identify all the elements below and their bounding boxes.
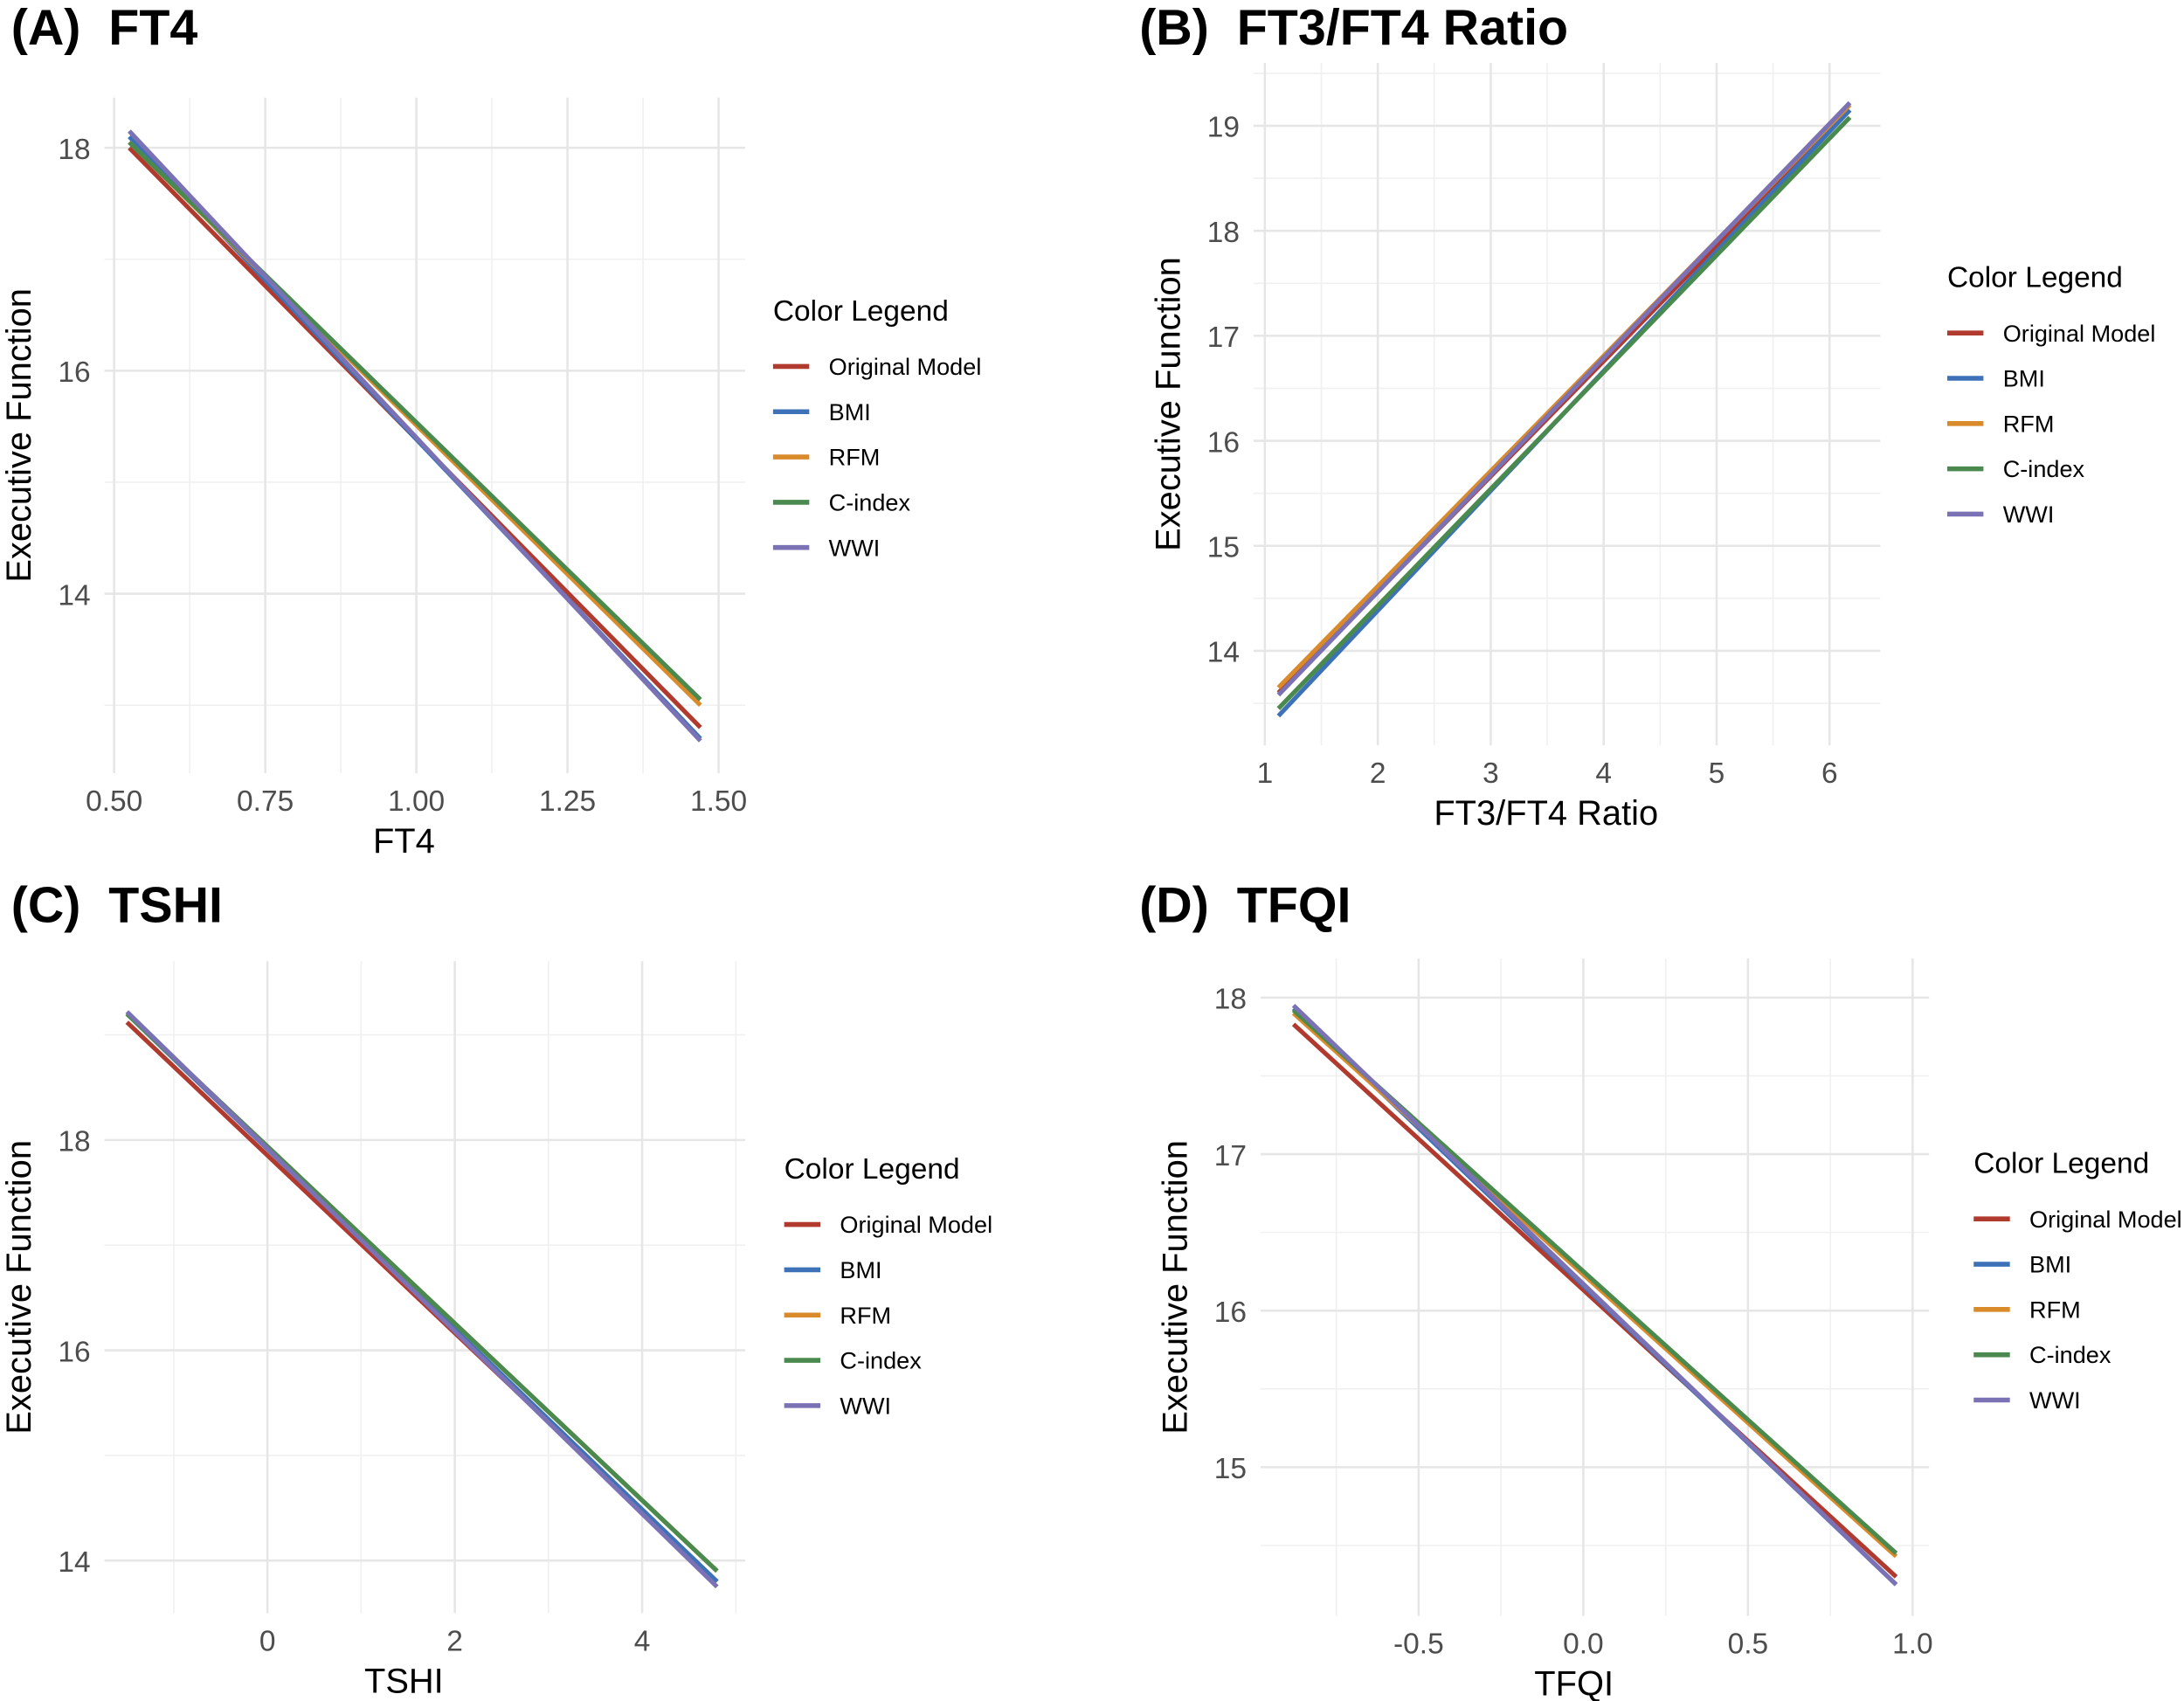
panel-title-text: FT3/FT4 Ratio [1237, 0, 1568, 56]
y-tick-label: 16 [1207, 426, 1240, 459]
series-line-original-model [1291, 1022, 1898, 1579]
x-tick-label: 1.50 [690, 785, 747, 818]
x-tick-label: 0.50 [86, 785, 142, 818]
y-tick-label: 16 [58, 356, 90, 389]
legend-title: Color Legend [773, 295, 949, 328]
panel-title-text: TSHI [108, 878, 223, 934]
panel-label: (B) [1139, 0, 1209, 56]
y-tick-label: 18 [1207, 217, 1240, 249]
legend-item-label: BMI [2029, 1251, 2071, 1278]
x-tick-label: 4 [634, 1625, 651, 1657]
legend-item-label: WWI [2003, 501, 2055, 528]
x-axis-label: TSHI [364, 1662, 444, 1700]
y-tick-label: 15 [1207, 532, 1240, 564]
legend-item-label: Original Model [829, 353, 982, 380]
x-tick-label: 3 [1482, 757, 1499, 790]
x-axis-label: FT3/FT4 Ratio [1434, 794, 1658, 833]
panel-title: (A) FT4 [11, 0, 198, 56]
x-tick-label: 4 [1595, 757, 1612, 790]
x-tick-label: 1 [1257, 757, 1274, 790]
x-tick-label: 1.00 [388, 785, 445, 818]
legend-item-label: WWI [840, 1392, 891, 1419]
legend-item-label: WWI [2029, 1386, 2081, 1414]
y-tick-label: 17 [1214, 1140, 1247, 1172]
y-tick-label: 14 [58, 579, 90, 612]
x-tick-label: -0.5 [1393, 1628, 1444, 1661]
legend-item-label: C-index [2003, 455, 2085, 482]
y-axis-label: Executive Function [1156, 1140, 1194, 1435]
panel-title: (B) FT3/FT4 Ratio [1139, 0, 1568, 56]
legend-item-label: Original Model [2003, 320, 2156, 347]
legend-item-label: RFM [829, 444, 881, 471]
legend: Color Legend Original Model BMI RFM C-index W… [784, 1153, 992, 1419]
x-tick-label: 1.25 [539, 785, 596, 818]
panel-label: (D) [1139, 878, 1209, 934]
y-tick-label: 14 [1207, 637, 1240, 669]
panel-b: (B) FT3/FT4 Ratio 1 2 3 4 5 6 14 15 16 17 18 19 FT3/FT… [1139, 0, 2155, 833]
legend-item-label: C-index [2029, 1341, 2111, 1368]
y-axis-label: Executive Function [0, 288, 38, 583]
x-tick-label: 0.0 [1563, 1628, 1604, 1661]
legend-item-label: C-index [829, 488, 911, 515]
legend-item-label: C-index [840, 1347, 922, 1374]
legend-item-label: BMI [829, 398, 871, 425]
series-line-c-index [128, 140, 702, 702]
panel-d: (D) TFQI -0.5 0.0 0.5 1.0 15 16 17 18 TFQI Executiv… [1139, 878, 2182, 1701]
y-tick-label: 18 [58, 1126, 90, 1158]
legend-item-label: RFM [2029, 1296, 2081, 1323]
panel-a: (A) FT4 0.50 0.75 1.00 1.25 1.50 14 16 18 FT4 Execu… [0, 0, 981, 861]
panel-c: (C) TSHI 0 2 4 14 16 18 TSHI Executive Function Co… [0, 878, 992, 1701]
series-line-c-index [1276, 115, 1852, 710]
x-axis-label: FT4 [373, 822, 435, 861]
x-tick-label: 2 [1370, 757, 1386, 790]
y-axis-label: Executive Function [0, 1140, 38, 1435]
panel-label: (A) [11, 0, 81, 56]
x-tick-label: 0.5 [1728, 1628, 1769, 1661]
y-tick-label: 19 [1207, 112, 1240, 144]
legend-item-label: Original Model [2029, 1206, 2182, 1233]
legend-title: Color Legend [1947, 262, 2123, 294]
series-line-wwi [1276, 100, 1852, 697]
x-tick-label: 1.0 [1892, 1628, 1933, 1661]
legend-item-label: Original Model [840, 1211, 992, 1238]
panel-label: (C) [11, 878, 81, 934]
x-tick-label: 2 [446, 1625, 463, 1657]
y-axis-label: Executive Function [1149, 257, 1187, 551]
x-tick-label: 6 [1821, 757, 1838, 790]
series-line-wwi [1291, 1003, 1898, 1587]
y-tick-label: 14 [58, 1546, 90, 1579]
panel-title: (D) TFQI [1139, 878, 1351, 934]
y-tick-label: 17 [1207, 322, 1240, 354]
x-axis-label: TFQI [1534, 1664, 1614, 1701]
y-tick-label: 18 [1214, 984, 1247, 1016]
legend-item-label: WWI [829, 534, 881, 561]
y-tick-label: 18 [58, 134, 90, 166]
legend: Color Legend Original Model BMI RFM C-index W… [773, 295, 981, 561]
legend-item-label: RFM [2003, 410, 2055, 437]
panel-title-text: TFQI [1237, 878, 1351, 934]
y-tick-label: 15 [1214, 1453, 1247, 1485]
legend-title: Color Legend [1973, 1148, 2149, 1180]
legend: Color Legend Original Model BMI RFM C-index W… [1946, 262, 2156, 528]
x-tick-label: 0.75 [237, 785, 294, 818]
panel-title: (C) TSHI [11, 878, 223, 934]
series-line-wwi [128, 129, 702, 743]
panel-title-text: FT4 [108, 0, 197, 56]
legend: Color Legend Original Model BMI RFM C-index W… [1973, 1148, 2182, 1414]
x-tick-label: 5 [1709, 757, 1725, 790]
x-tick-label: 0 [259, 1625, 276, 1657]
series-line-wwi [125, 1010, 719, 1589]
y-tick-label: 16 [1214, 1296, 1247, 1329]
legend-item-label: BMI [2003, 365, 2045, 392]
legend-title: Color Legend [784, 1153, 960, 1186]
y-tick-label: 16 [58, 1336, 90, 1368]
legend-item-label: BMI [840, 1256, 881, 1283]
legend-item-label: RFM [840, 1302, 891, 1329]
